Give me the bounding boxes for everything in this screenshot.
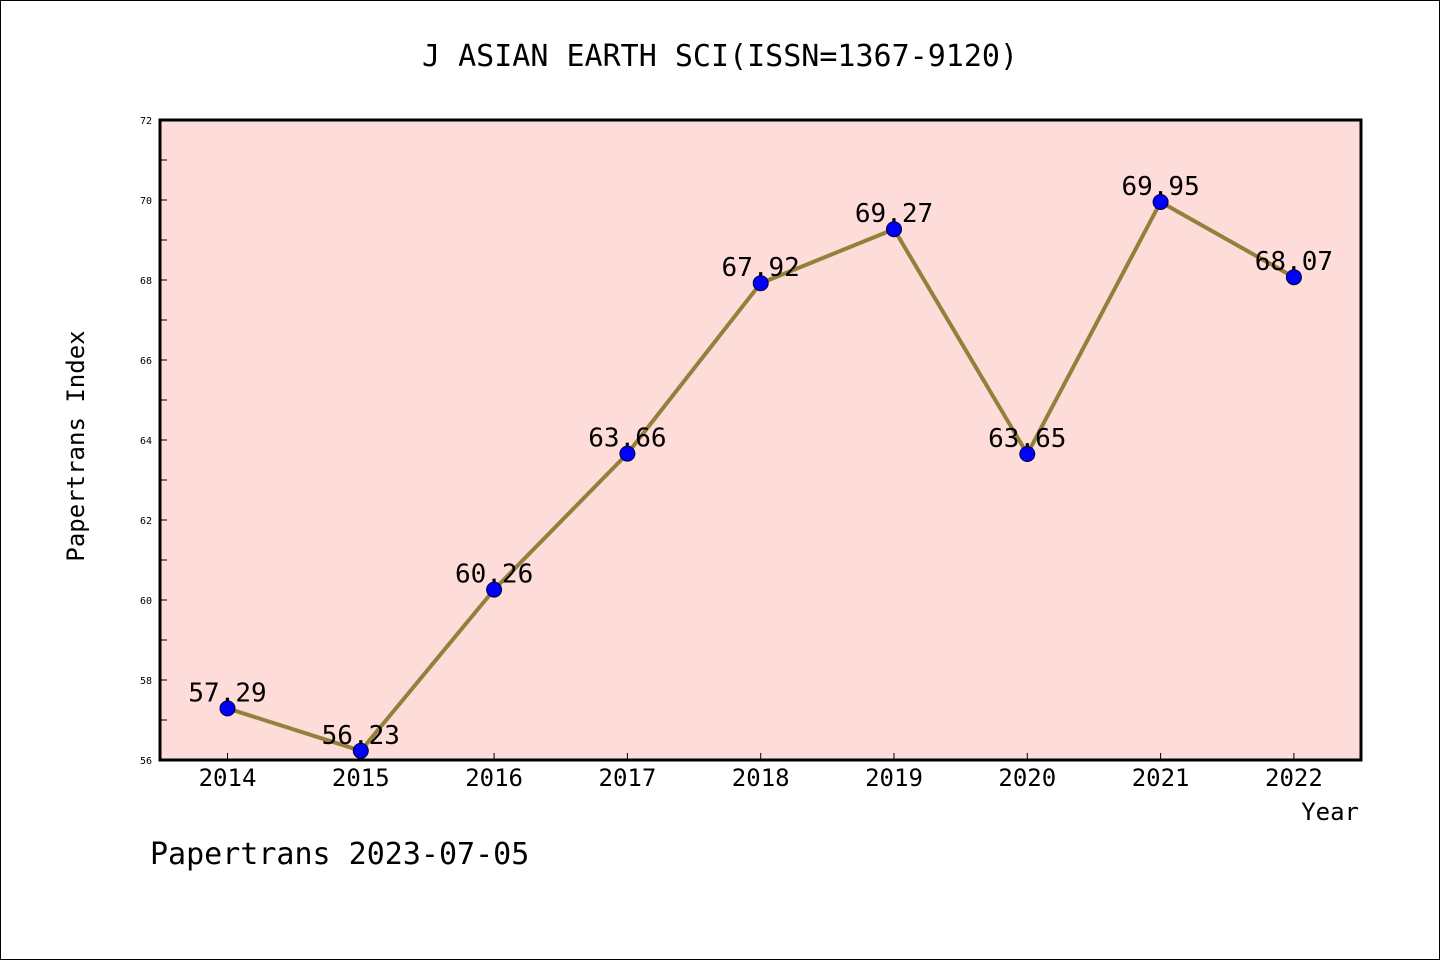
x-axis-title: Year [1301, 798, 1359, 826]
data-point [1152, 194, 1169, 210]
data-label: 69.27 [855, 199, 933, 229]
x-tick-label: 2020 [998, 764, 1056, 792]
x-tick-label: 2022 [1265, 764, 1323, 792]
data-point [886, 221, 902, 238]
x-tick-label: 2014 [199, 764, 257, 792]
data-point [752, 275, 769, 292]
x-tick-label: 2015 [332, 764, 390, 792]
plot-area [158, 118, 1363, 762]
y-tick-label: 68 [140, 276, 152, 287]
data-label: 69.95 [1121, 172, 1199, 202]
series [219, 194, 1302, 759]
data-point [619, 445, 636, 462]
y-tick-label: 66 [140, 356, 152, 367]
data-label: 60.26 [455, 560, 533, 590]
data-label: 68.07 [1255, 247, 1333, 277]
data-label: 67.92 [722, 253, 800, 283]
footer-text: Papertrans 2023-07-05 [150, 837, 529, 872]
x-tick-label: 2021 [1132, 764, 1190, 792]
y-axis-title: Papertrans Index [62, 330, 90, 561]
data-label: 63.66 [588, 424, 666, 454]
y-tick-label: 62 [140, 516, 152, 527]
x-tick-label: 2017 [599, 764, 657, 792]
chart-title: J ASIAN EARTH SCI(ISSN=1367-9120) [422, 39, 1018, 74]
y-axis: 56 58 60 62 64 66 68 70 72 [140, 116, 167, 767]
data-label: 63.65 [988, 424, 1066, 454]
x-tick-label: 2016 [465, 764, 523, 792]
x-tick-label: 2019 [865, 764, 923, 792]
y-tick-label: 60 [140, 596, 152, 607]
data-point [486, 581, 503, 598]
data-point [219, 700, 236, 717]
x-tick-label: 2018 [732, 764, 790, 792]
x-axis: 2014 2015 2016 2017 2018 2019 2020 2021 2022 [199, 753, 1323, 792]
y-tick-label: 64 [140, 436, 152, 447]
data-point [1285, 269, 1302, 286]
y-tick-label: 70 [140, 196, 152, 207]
data-label: 56.23 [322, 721, 400, 751]
data-point [1019, 446, 1036, 462]
y-tick-label: 58 [140, 676, 152, 687]
data-labels: 57.29 56.23 60.26 63.66 67.92 69.27 63.65 69.95… [188, 172, 1333, 751]
y-tick-label: 72 [140, 116, 152, 127]
y-tick-label: 56 [140, 756, 152, 767]
data-label: 57.29 [188, 678, 266, 708]
data-point [352, 742, 369, 759]
